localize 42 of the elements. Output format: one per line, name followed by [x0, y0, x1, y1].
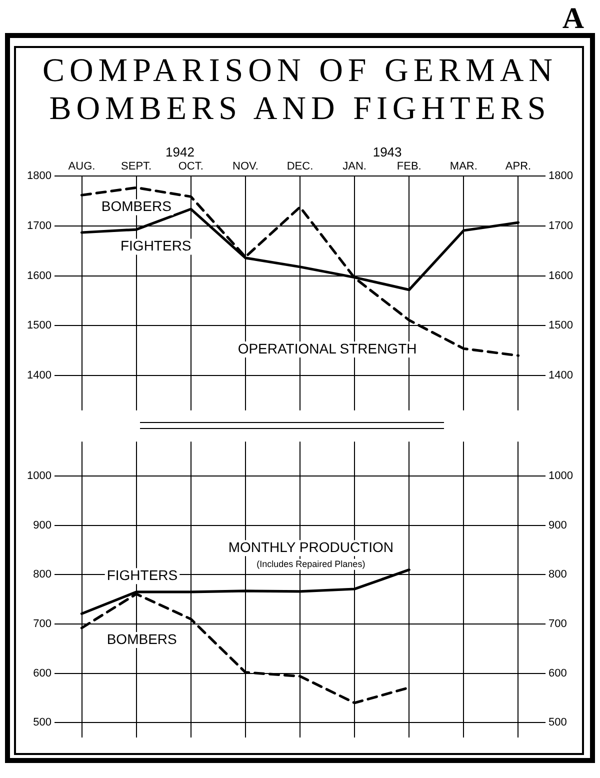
text: 1942 — [166, 144, 194, 160]
text: A — [562, 2, 584, 36]
annotation: MONTHLY PRODUCTION — [228, 538, 394, 555]
y-tick-label: 800 — [33, 568, 52, 581]
y-tick-label: 1000 — [26, 470, 52, 482]
series-label: FIGHTERS — [106, 566, 178, 583]
y2-tick-label: 600 — [548, 667, 567, 680]
y2-tick-label: 1800 — [548, 170, 574, 182]
y2-tick-label: 900 — [548, 519, 567, 532]
series-label: BOMBERS — [106, 630, 177, 647]
chart-title: COMPARISON OF GERMAN BOMBERS AND FIGHTERS — [41, 52, 559, 128]
x-tick-label: APR. — [505, 160, 532, 173]
y-tick-label: 1500 — [26, 320, 52, 332]
y2-tick-label: 1400 — [548, 370, 574, 382]
annotation: (Includes Repaired Planes) — [256, 558, 366, 569]
x-tick-label: MAR. — [450, 160, 478, 173]
y-tick-label: 1600 — [26, 270, 52, 282]
y2-tick-label: 700 — [548, 618, 567, 630]
x-tick-label: SEPT. — [121, 160, 152, 173]
x-tick-label: JAN. — [342, 160, 366, 173]
y2-tick-label: 1700 — [548, 220, 574, 232]
y2-tick-label: 500 — [548, 716, 567, 729]
y2-tick-label: 800 — [548, 568, 567, 581]
x-tick-label: OCT. — [178, 160, 204, 173]
y-tick-label: 1400 — [26, 370, 52, 382]
x-tick-label: FEB. — [396, 160, 422, 173]
x-tick-label: AUG. — [68, 160, 96, 173]
y2-tick-label: 1000 — [548, 470, 574, 482]
y-tick-label: 1800 — [26, 170, 52, 182]
y-tick-label: 1700 — [26, 220, 52, 232]
series-label: FIGHTERS — [120, 238, 192, 254]
y-tick-label: 600 — [33, 667, 52, 680]
y2-tick-label: 1500 — [548, 320, 574, 332]
annotation: OPERATIONAL STRENGTH — [238, 340, 417, 356]
y-tick-label: 500 — [33, 716, 52, 729]
y-tick-label: 700 — [33, 618, 52, 630]
text: 1943 — [372, 144, 402, 160]
x-tick-label: NOV. — [232, 160, 258, 173]
series-label: BOMBERS — [101, 198, 172, 214]
y-tick-label: 900 — [33, 519, 52, 532]
x-tick-label: DEC. — [286, 160, 314, 173]
y2-tick-label: 1600 — [548, 270, 574, 282]
